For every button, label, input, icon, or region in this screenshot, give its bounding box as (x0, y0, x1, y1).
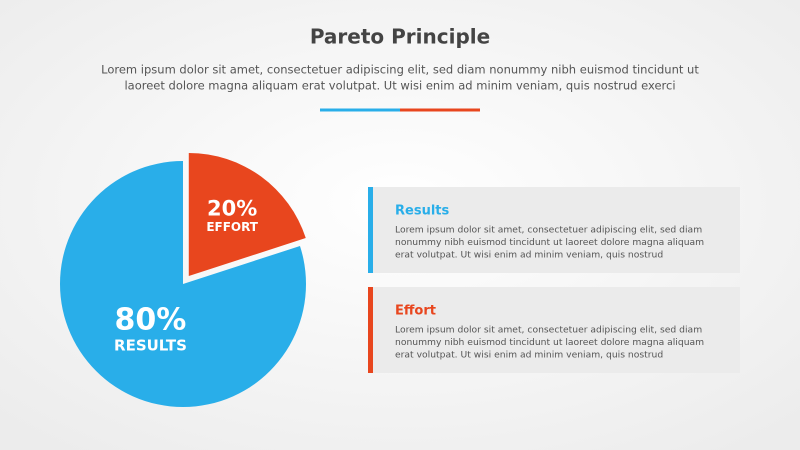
subtitle: laoreet dolore magna aliquam erat volutp… (124, 79, 675, 93)
panel-text: nonummy nibh euismod tincidunt ut laoree… (395, 237, 704, 248)
panel-text: Lorem ipsum dolor sit amet, consectetuer… (395, 325, 702, 336)
panel-text: erat volutpat. Ut wisi enim ad minim ven… (395, 250, 663, 261)
slice-name-label: EFFORT (206, 220, 258, 234)
panel-text: Lorem ipsum dolor sit amet, consectetuer… (395, 225, 702, 236)
panel (368, 187, 740, 273)
panel-text: nonummy nibh euismod tincidunt ut laoree… (395, 337, 704, 348)
panel-stripe (368, 187, 373, 273)
slice-value-label: 80% (115, 302, 187, 337)
panel-title: Results (395, 204, 449, 219)
pie-slice (188, 153, 306, 277)
subtitle: Lorem ipsum dolor sit amet, consectetuer… (101, 63, 699, 77)
slice-value-label: 20% (207, 196, 257, 220)
pie-slice (59, 161, 306, 407)
panel (368, 287, 740, 373)
slice-name-label: RESULTS (114, 336, 187, 354)
panel-text: erat volutpat. Ut wisi enim ad minim ven… (395, 350, 663, 361)
panel-title: Effort (395, 304, 436, 319)
panel-stripe (368, 287, 373, 373)
title: Pareto Principle (310, 25, 490, 49)
